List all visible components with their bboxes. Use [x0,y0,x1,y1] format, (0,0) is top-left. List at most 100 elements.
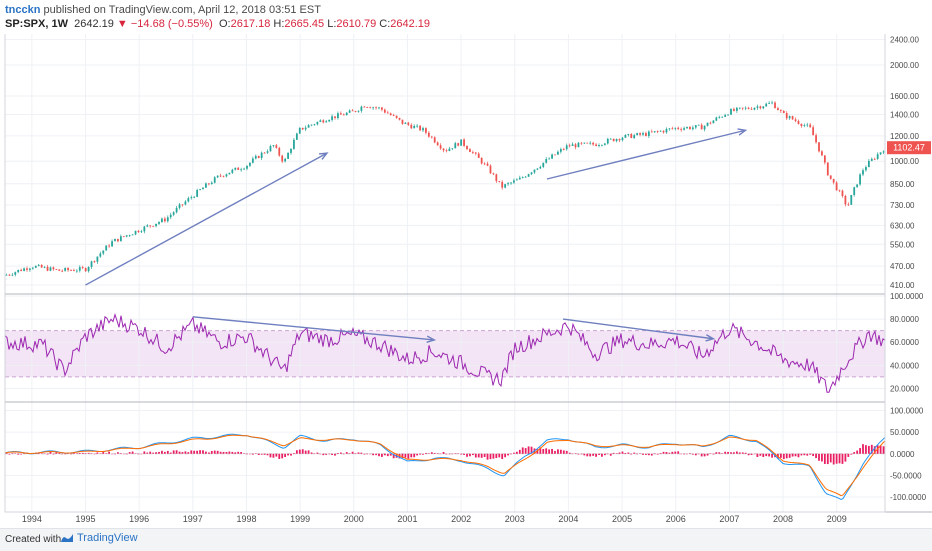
histogram-bar [865,445,867,454]
candle-body [111,241,113,247]
histogram-bar [856,450,859,454]
candle-body [193,196,196,198]
candle-body [181,204,184,206]
candle-body [202,187,204,190]
histogram-bar [451,453,454,455]
macd-axis[interactable]: 100.0000 50.0000 0.0000 -50.0000 -100.0000 [890,406,927,502]
histogram-bar [724,451,727,454]
histogram-bar [246,453,248,455]
candle-body [876,154,879,159]
histogram-bar [460,453,463,455]
candle-body [495,174,498,182]
price-tick-label: 2400.00 [890,36,919,45]
histogram-bar [383,453,386,456]
candle-body [310,124,313,126]
trend-arrow-line[interactable] [192,316,435,341]
candle-body [354,110,357,112]
candle-body [841,190,844,196]
candle-body [601,144,603,146]
histogram-bar [81,452,84,454]
candle-body [339,113,342,115]
trend-arrow-line[interactable] [85,152,328,286]
x-tick-label: 1996 [129,514,149,524]
histogram-bar [829,453,832,463]
candle-body [867,160,870,168]
candle-body [656,131,659,132]
candle-body [67,268,69,271]
candle-body [639,133,641,135]
created-with-text: Created with [5,534,62,545]
candle-body [615,139,618,142]
candle-body [272,145,275,147]
candle-body [375,107,377,109]
histogram-bar [119,453,122,454]
histogram-bar [483,453,486,458]
candle-body [559,149,562,152]
grid-lines [5,30,885,512]
trading-chart[interactable]: 2400.00 2000.00 1600.00 1400.00 1200.00 1000.… [0,0,932,528]
histogram-bar [712,453,715,455]
histogram-bar [254,453,257,454]
candle-body [205,183,207,188]
candle-body [43,266,46,268]
histogram-bar [794,453,797,457]
histogram-bar [360,452,363,454]
candle-body [545,159,548,163]
price-axis[interactable]: 2400.00 2000.00 1600.00 1400.00 1200.00 1000.… [890,36,919,290]
histogram-bar [295,450,298,454]
histogram-bar [20,453,23,455]
histogram-bar [595,453,597,457]
candle-body [372,107,375,109]
histogram-bar [307,450,310,454]
histogram-bar [612,452,615,454]
rsi-axis[interactable]: 100.0000 80.0000 60.0000 40.0000 20.0000 [890,292,924,393]
high-value: 2665.45 [284,18,325,30]
histogram-bar [78,453,81,454]
close-label: C: [379,18,391,30]
candle-body [78,267,81,271]
histogram-bar [680,453,683,455]
candle-body [829,175,832,179]
histogram-bar [592,453,595,456]
candle-body [557,151,559,155]
trend-arrow-line[interactable] [546,129,746,180]
histogram-bar [190,450,193,454]
time-axis[interactable]: 1994 1995 1996 1997 1998 1999 2000 2001 2002 2003… [22,514,847,524]
histogram-bar [84,453,87,454]
x-tick-label: 2005 [612,514,632,524]
candle-body [492,173,495,175]
candle-body [715,117,718,121]
histogram-bar [117,452,119,454]
histogram-bar [747,453,750,456]
change-value: −14.68 (−0.55%) [130,18,213,30]
trend-arrow-line[interactable] [562,318,714,340]
candle-body [821,151,823,156]
candle-body [313,124,316,126]
candle-body [207,183,210,185]
symbol-label[interactable]: SP:SPX, 1W [5,18,68,30]
author-name[interactable]: tncckn [5,4,41,16]
histogram-bar [169,452,172,454]
histogram-bar [601,453,603,457]
histogram-bar [266,453,269,456]
histogram-bar [5,452,8,454]
histogram-bar [586,453,589,457]
candle-body [469,149,471,153]
histogram-bar [530,446,533,454]
histogram-bar [216,450,219,454]
tradingview-link[interactable]: TradingView [60,532,138,544]
histogram-bar [143,451,146,454]
histogram-bar [433,452,436,454]
candle-body [835,182,838,191]
histogram-bar [310,452,313,454]
histogram-bar [639,453,641,454]
candle-body [460,139,463,146]
histogram-bar [278,453,281,459]
histogram-bar [785,453,788,459]
candle-body [278,147,281,156]
histogram-bar [709,453,712,455]
histogram-bar [835,453,838,464]
histogram-bar [463,453,465,455]
candle-body [598,145,600,147]
candle-body [703,125,706,130]
